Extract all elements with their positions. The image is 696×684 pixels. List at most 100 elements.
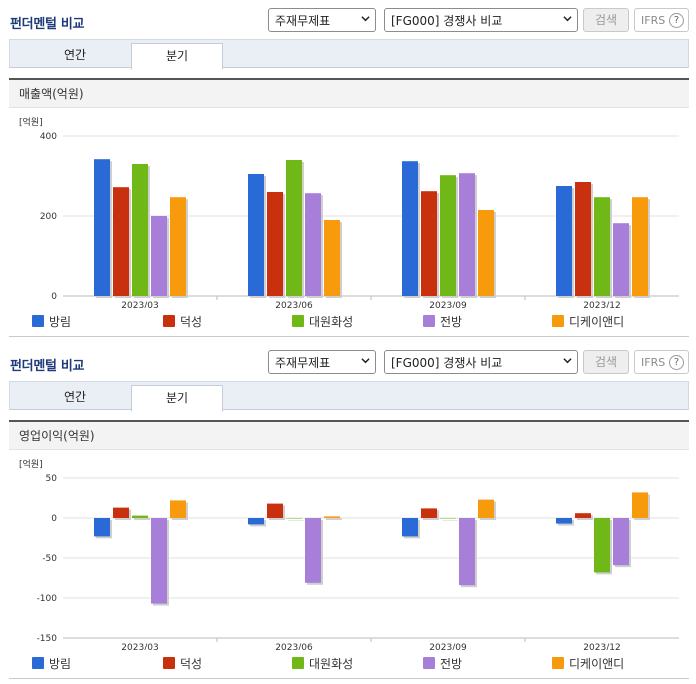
legend-item[interactable]: 덕성 xyxy=(163,655,202,672)
peer-select-value: [FG000] 경쟁사 비교 xyxy=(391,14,503,28)
bar xyxy=(556,518,572,524)
bar xyxy=(324,220,340,296)
tab-quarterly[interactable]: 분기 xyxy=(131,385,223,412)
legend-swatch xyxy=(292,315,304,327)
bar xyxy=(632,492,648,518)
bar xyxy=(132,515,148,518)
panel-title: 펀더멘털 비교 xyxy=(10,359,85,374)
tab-quarterly[interactable]: 분기 xyxy=(131,43,223,70)
legend-label: 디케이앤디 xyxy=(569,315,625,329)
bar xyxy=(478,210,494,296)
legend-item[interactable]: 디케이앤디 xyxy=(552,655,624,672)
fundamental-panel-1: 펀더멘털 비교 주재무제표 [FG000] 경쟁사 비교 검색 IFRS ? 연… xyxy=(0,0,696,337)
period-tabs: 연간 분기 xyxy=(9,39,689,70)
statement-select-value: 주재무제표 xyxy=(275,14,331,28)
chevron-down-icon xyxy=(361,358,370,364)
bar xyxy=(459,518,475,586)
bar xyxy=(421,508,437,518)
tab-annual[interactable]: 연간 xyxy=(63,48,87,62)
bar xyxy=(113,507,129,518)
x-tick-label: 2023/09 xyxy=(429,301,467,308)
bar xyxy=(575,513,591,518)
y-tick-label: -50 xyxy=(42,554,57,564)
legend-item[interactable]: 방림 xyxy=(32,313,71,330)
revenue-chart: [억원] 400 200 0 2023/03 2023/06 2023/09 2023/12 xyxy=(19,116,679,308)
bar xyxy=(286,160,302,296)
legend-item[interactable]: 덕성 xyxy=(163,313,202,330)
statement-select[interactable]: 주재무제표 xyxy=(268,8,376,32)
peer-select[interactable]: [FG000] 경쟁사 비교 xyxy=(384,350,578,374)
x-tick-label: 2023/03 xyxy=(121,643,158,650)
chart-title: 영업이익(억원) xyxy=(9,420,689,450)
bar xyxy=(305,518,321,583)
bar xyxy=(594,518,610,573)
bar xyxy=(402,518,418,537)
help-icon[interactable]: ? xyxy=(669,13,684,28)
legend-swatch xyxy=(552,315,564,327)
bar xyxy=(440,518,456,519)
peer-select-value: [FG000] 경쟁사 비교 xyxy=(391,356,503,370)
ifrs-label: IFRS xyxy=(641,14,666,27)
legend-item[interactable]: 대원화성 xyxy=(292,313,353,330)
x-tick-label: 2023/06 xyxy=(275,643,313,650)
bar-shadow xyxy=(326,518,342,520)
bar xyxy=(459,173,475,296)
x-tick-label: 2023/12 xyxy=(583,301,620,308)
legend-swatch xyxy=(292,657,304,669)
legend-item[interactable]: 대원화성 xyxy=(292,655,353,672)
ifrs-label: IFRS xyxy=(641,356,666,369)
legend-item[interactable]: 디케이앤디 xyxy=(552,313,624,330)
y-tick-label: -150 xyxy=(37,634,58,644)
legend-label: 방림 xyxy=(49,657,72,671)
bar xyxy=(594,197,610,296)
legend-item[interactable]: 전방 xyxy=(423,313,462,330)
legend-swatch xyxy=(423,657,435,669)
statement-select[interactable]: 주재무제표 xyxy=(268,350,376,374)
bar xyxy=(305,193,321,296)
chart-legend: 방림 덕성 대원화성 전방 디케이앤디 xyxy=(9,653,689,673)
chart-title: 매출액(억원) xyxy=(9,78,689,108)
search-button[interactable]: 검색 xyxy=(583,8,629,32)
bar xyxy=(248,174,264,296)
panel-title: 펀더멘털 비교 xyxy=(10,17,85,32)
search-button[interactable]: 검색 xyxy=(583,350,629,374)
bar-shadow xyxy=(442,520,458,521)
legend-label: 덕성 xyxy=(180,657,203,671)
chevron-down-icon xyxy=(563,358,572,364)
bar xyxy=(151,216,167,296)
legend-swatch xyxy=(423,315,435,327)
legend-swatch xyxy=(163,315,175,327)
chart-legend: 방림 덕성 대원화성 전방 디케이앤디 xyxy=(9,311,689,331)
bar xyxy=(556,186,572,296)
x-tick-label: 2023/12 xyxy=(583,643,620,650)
bar xyxy=(286,518,302,519)
peer-select[interactable]: [FG000] 경쟁사 비교 xyxy=(384,8,578,32)
operating-profit-chart: [억원]50 0 -50 -100 -150 2023/03 2023/06 2023/09 2… xyxy=(19,458,679,650)
y-tick-label: 50 xyxy=(46,474,58,484)
legend-item[interactable]: 방림 xyxy=(32,655,71,672)
bar xyxy=(324,516,340,518)
legend-item[interactable]: 전방 xyxy=(423,655,462,672)
chevron-down-icon xyxy=(361,16,370,22)
bar xyxy=(613,518,629,566)
unit-label: [억원] xyxy=(19,458,43,470)
ifrs-button[interactable]: IFRS ? xyxy=(634,8,689,32)
statement-select-value: 주재무제표 xyxy=(275,356,331,370)
y-tick-label: 200 xyxy=(40,212,57,222)
panel-header: 펀더멘털 비교 주재무제표 [FG000] 경쟁사 비교 검색 IFRS ? xyxy=(0,0,696,36)
legend-label: 덕성 xyxy=(180,315,203,329)
ifrs-button[interactable]: IFRS ? xyxy=(634,350,689,374)
bar xyxy=(613,223,629,296)
legend-swatch xyxy=(32,315,44,327)
bar xyxy=(248,518,264,525)
legend-label: 전방 xyxy=(440,315,463,329)
legend-swatch xyxy=(32,657,44,669)
x-tick-label: 2023/09 xyxy=(429,643,467,650)
bar xyxy=(421,191,437,296)
panel-header: 펀더멘털 비교 주재무제표 [FG000] 경쟁사 비교 검색 IFRS ? xyxy=(0,342,696,378)
tab-annual[interactable]: 연간 xyxy=(63,390,87,404)
bar xyxy=(94,518,110,537)
y-tick-label: 0 xyxy=(51,292,57,302)
help-icon[interactable]: ? xyxy=(669,355,684,370)
bar xyxy=(440,175,456,296)
